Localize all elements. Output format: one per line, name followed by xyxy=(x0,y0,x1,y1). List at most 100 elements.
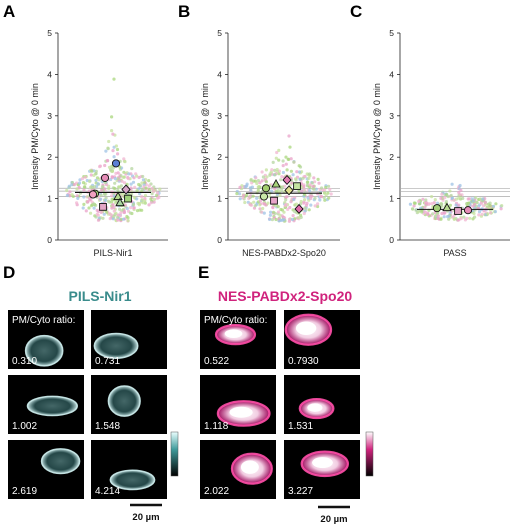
data-point xyxy=(249,189,253,193)
data-point xyxy=(84,209,88,213)
data-point xyxy=(322,196,326,200)
lut-colorbar xyxy=(170,431,179,477)
cell-shape xyxy=(107,385,141,417)
data-point xyxy=(252,179,256,183)
replicate-mean-marker xyxy=(111,159,121,168)
data-point xyxy=(126,219,130,223)
data-point xyxy=(264,180,268,184)
data-point xyxy=(483,200,487,204)
data-point xyxy=(471,199,475,203)
data-point xyxy=(255,196,259,200)
data-point xyxy=(434,214,438,218)
data-point xyxy=(94,215,98,219)
y-tick-label: 5 xyxy=(389,28,394,38)
image-panel-d: PILS-Nir1 PM/Cyto ratio: 0.310 0.731 1.002 1… xyxy=(8,288,179,523)
data-point xyxy=(426,212,430,217)
data-point xyxy=(132,206,136,210)
data-point xyxy=(144,186,148,190)
replicate-mean-marker xyxy=(270,196,278,205)
data-point xyxy=(436,214,440,218)
data-point xyxy=(310,194,314,198)
data-point xyxy=(125,206,129,211)
ratio-label: 1.531 xyxy=(288,421,313,432)
data-point xyxy=(448,203,452,207)
panel-letter-e: E xyxy=(198,263,209,282)
data-point xyxy=(285,195,289,199)
data-point xyxy=(90,185,95,190)
data-point xyxy=(116,171,120,175)
data-point xyxy=(306,196,310,200)
data-point xyxy=(128,211,132,215)
data-point xyxy=(82,195,86,199)
data-point xyxy=(456,218,460,222)
data-point xyxy=(412,201,416,205)
micrograph-tile: 3.227 xyxy=(284,440,360,499)
y-tick-label: 2 xyxy=(47,152,52,162)
data-point xyxy=(436,201,440,205)
data-point xyxy=(287,217,292,221)
ratio-label: 0.7930 xyxy=(288,356,319,367)
data-point xyxy=(107,165,112,169)
data-point xyxy=(260,210,264,214)
y-tick-label: 3 xyxy=(47,111,52,121)
data-point xyxy=(121,192,125,196)
data-point xyxy=(75,187,79,191)
data-point xyxy=(81,181,86,185)
data-point xyxy=(158,187,162,191)
data-point xyxy=(110,200,114,204)
lut-colorbar xyxy=(365,431,374,477)
data-point xyxy=(457,196,461,200)
data-point xyxy=(281,170,285,175)
data-point xyxy=(289,200,293,204)
data-point xyxy=(448,211,452,215)
data-point xyxy=(290,217,295,222)
ratio-label: 1.548 xyxy=(95,421,120,432)
data-point xyxy=(423,210,428,214)
ratio-label: 1.002 xyxy=(12,421,37,432)
data-point xyxy=(412,204,416,208)
cell-nucleus xyxy=(312,457,333,469)
data-point xyxy=(295,170,299,174)
micrograph-tile: 4.214 xyxy=(91,440,167,499)
x-category-label: PASS xyxy=(443,248,466,258)
cell-shape xyxy=(24,334,64,367)
data-point xyxy=(288,205,292,210)
data-point xyxy=(327,184,331,188)
data-point xyxy=(329,192,333,196)
data-point xyxy=(440,192,444,196)
data-point xyxy=(248,186,252,190)
data-point xyxy=(431,212,435,216)
micrograph-tile: 2.619 xyxy=(8,440,84,499)
data-point xyxy=(99,197,103,201)
data-point xyxy=(273,187,277,191)
micrograph-tile: 0.731 xyxy=(91,310,167,369)
data-point xyxy=(266,201,270,205)
micrograph-tile: PM/Cyto ratio: 0.522 xyxy=(200,310,276,369)
data-point xyxy=(75,194,79,198)
cell-shape xyxy=(40,448,81,475)
data-point xyxy=(83,175,87,179)
replicate-mean-marker xyxy=(100,173,110,182)
replicate-mean-marker xyxy=(454,207,462,215)
data-point xyxy=(140,187,144,191)
replicate-mean-marker xyxy=(99,203,107,211)
data-point xyxy=(107,186,111,191)
cell-shape xyxy=(93,332,139,359)
data-point xyxy=(461,196,465,200)
data-point xyxy=(107,139,111,144)
data-point xyxy=(323,198,327,202)
replicate-mean-marker xyxy=(282,174,292,186)
data-point xyxy=(115,147,120,152)
scale-bar-label: 20 µm xyxy=(132,512,159,523)
data-point xyxy=(86,200,90,204)
data-point xyxy=(106,199,110,203)
data-point xyxy=(110,194,114,198)
y-tick-label: 0 xyxy=(217,235,222,245)
data-point xyxy=(486,212,490,216)
data-point xyxy=(308,189,312,193)
ratio-label: 1.118 xyxy=(204,421,229,432)
data-point xyxy=(122,210,126,214)
data-point xyxy=(104,198,108,202)
data-point xyxy=(95,176,100,180)
data-point xyxy=(150,186,154,191)
